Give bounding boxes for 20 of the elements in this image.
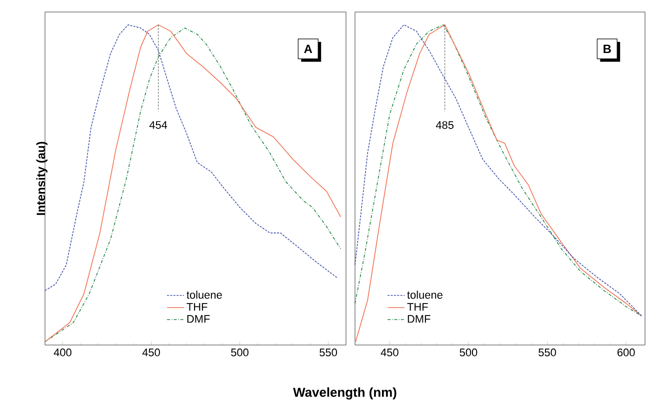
x-tick-label: 550 <box>538 348 556 356</box>
ref-line-label: 454 <box>149 121 168 129</box>
annotation: A <box>304 44 312 53</box>
x-tick-label: 500 <box>460 348 478 356</box>
x-tick-label: 450 <box>142 348 160 356</box>
x-tick-label: 500 <box>231 348 248 356</box>
x-tick-label: 600 <box>618 348 635 356</box>
legend-label: toluene <box>186 290 222 299</box>
x-tick-label: 400 <box>54 348 72 356</box>
x-tick-label: 450 <box>380 348 398 356</box>
annotation: B <box>604 44 611 53</box>
x-axis-title: Wavelength (nm) <box>293 387 396 400</box>
legend-label: DMF <box>187 315 210 323</box>
legend-label: toluene <box>407 290 442 299</box>
x-tick-label: 550 <box>320 348 337 356</box>
y-axis-title: Intensity (au) <box>36 142 48 215</box>
legend-label: DMF <box>408 315 430 323</box>
legend-label: THF <box>407 303 428 311</box>
legend-label: THF <box>186 303 208 311</box>
ref-line-label: 485 <box>436 121 454 129</box>
